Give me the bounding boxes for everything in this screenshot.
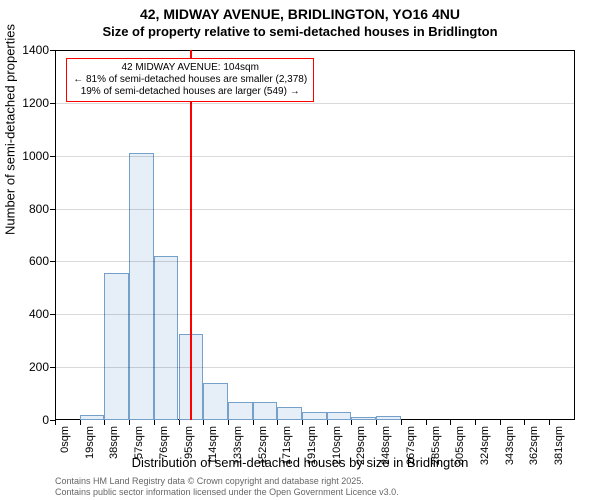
xtick-mark bbox=[80, 420, 81, 425]
gridline bbox=[55, 261, 575, 262]
ytick-mark bbox=[50, 314, 55, 315]
gridline bbox=[55, 367, 575, 368]
ytick-label: 200 bbox=[29, 360, 49, 374]
histogram-bar bbox=[154, 256, 179, 420]
ytick-mark bbox=[50, 50, 55, 51]
ytick-label: 600 bbox=[29, 254, 49, 268]
ytick-label: 0 bbox=[42, 413, 49, 427]
ytick-mark bbox=[50, 367, 55, 368]
xtick-mark bbox=[179, 420, 180, 425]
xtick-mark bbox=[524, 420, 525, 425]
annotation-line-2: ← 81% of semi-detached houses are smalle… bbox=[73, 74, 307, 86]
xtick-mark bbox=[426, 420, 427, 425]
gridline bbox=[55, 103, 575, 104]
xtick-label: 0sqm bbox=[59, 426, 71, 453]
ytick-mark bbox=[50, 209, 55, 210]
histogram-bar bbox=[129, 153, 154, 420]
chart-title: 42, MIDWAY AVENUE, BRIDLINGTON, YO16 4NU bbox=[0, 6, 600, 22]
ytick-label: 1000 bbox=[22, 149, 49, 163]
annotation-box: 42 MIDWAY AVENUE: 104sqm ← 81% of semi-d… bbox=[66, 58, 314, 102]
xtick-mark bbox=[129, 420, 130, 425]
histogram-bar bbox=[302, 412, 327, 420]
histogram-bar bbox=[104, 273, 129, 420]
xtick-mark bbox=[549, 420, 550, 425]
ytick-mark bbox=[50, 261, 55, 262]
reference-line bbox=[190, 50, 192, 420]
y-axis-label: Number of semi-detached properties bbox=[3, 24, 18, 235]
xtick-mark bbox=[327, 420, 328, 425]
xtick-mark bbox=[55, 420, 56, 425]
xtick-mark bbox=[104, 420, 105, 425]
bars-layer bbox=[55, 50, 575, 420]
histogram-bar bbox=[376, 416, 401, 420]
plot-area: 42 MIDWAY AVENUE: 104sqm ← 81% of semi-d… bbox=[55, 50, 575, 420]
xtick-mark bbox=[500, 420, 501, 425]
x-axis-label: Distribution of semi-detached houses by … bbox=[0, 455, 600, 470]
xtick-mark bbox=[228, 420, 229, 425]
histogram-bar bbox=[253, 402, 278, 421]
ytick-mark bbox=[50, 156, 55, 157]
gridline bbox=[55, 209, 575, 210]
ytick-label: 400 bbox=[29, 307, 49, 321]
xtick-mark bbox=[450, 420, 451, 425]
chart-container: 42, MIDWAY AVENUE, BRIDLINGTON, YO16 4NU… bbox=[0, 0, 600, 500]
xtick-mark bbox=[253, 420, 254, 425]
xtick-mark bbox=[154, 420, 155, 425]
ytick-label: 1400 bbox=[22, 43, 49, 57]
gridline bbox=[55, 314, 575, 315]
xtick-mark bbox=[302, 420, 303, 425]
annotation-line-1: 42 MIDWAY AVENUE: 104sqm bbox=[73, 62, 307, 74]
xtick-mark bbox=[401, 420, 402, 425]
attribution: Contains HM Land Registry data © Crown c… bbox=[55, 476, 399, 497]
histogram-bar bbox=[327, 412, 352, 420]
histogram-bar bbox=[351, 417, 376, 420]
ytick-mark bbox=[50, 103, 55, 104]
attribution-line-2: Contains public sector information licen… bbox=[55, 487, 399, 497]
xtick-mark bbox=[351, 420, 352, 425]
chart-subtitle: Size of property relative to semi-detach… bbox=[0, 24, 600, 39]
annotation-line-3: 19% of semi-detached houses are larger (… bbox=[73, 86, 307, 98]
xtick-mark bbox=[376, 420, 377, 425]
histogram-bar bbox=[228, 402, 253, 421]
attribution-line-1: Contains HM Land Registry data © Crown c… bbox=[55, 476, 399, 486]
ytick-label: 800 bbox=[29, 202, 49, 216]
histogram-bar bbox=[80, 415, 105, 420]
xtick-mark bbox=[277, 420, 278, 425]
histogram-bar bbox=[277, 407, 302, 420]
histogram-bar bbox=[203, 383, 228, 420]
xtick-mark bbox=[475, 420, 476, 425]
xtick-mark bbox=[203, 420, 204, 425]
ytick-label: 1200 bbox=[22, 96, 49, 110]
gridline bbox=[55, 156, 575, 157]
